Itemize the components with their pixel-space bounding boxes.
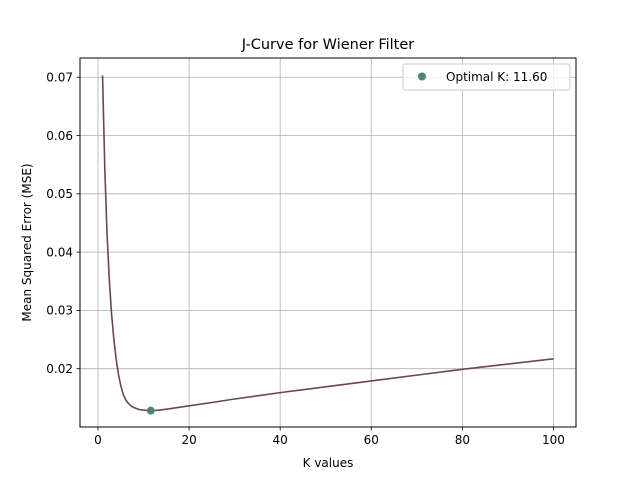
x-tick-label: 0	[94, 433, 102, 447]
ticks: 0 20 40 60 80 100 0.02 0.03 0.04 0.05 0.06 0.07	[46, 71, 565, 447]
x-axis-label: K values	[303, 456, 354, 470]
plot-frame	[79, 57, 577, 428]
y-tick-label: 0.05	[46, 187, 73, 201]
legend-label-optimal-k: Optimal K: 11.60	[446, 70, 547, 84]
series-layer	[101, 75, 554, 415]
y-tick-label: 0.02	[46, 362, 73, 376]
x-tick-label: 20	[181, 433, 196, 447]
optimal-k-point	[146, 406, 155, 415]
legend: Optimal K: 11.60	[402, 63, 571, 91]
x-tick-label: 60	[364, 433, 379, 447]
y-tick-label: 0.06	[46, 129, 73, 143]
x-tick-label: 100	[542, 433, 565, 447]
y-tick-label: 0.04	[46, 245, 73, 259]
legend-box	[402, 63, 571, 91]
x-tick-label: 80	[455, 433, 470, 447]
x-tick-label: 40	[273, 433, 288, 447]
legend-marker-optimal-k	[418, 72, 426, 81]
chart-title: J-Curve for Wiener Filter	[241, 37, 415, 53]
grid	[80, 58, 576, 427]
series-line-mse	[101, 75, 554, 412]
y-tick-label: 0.07	[46, 71, 73, 85]
y-tick-label: 0.03	[46, 304, 73, 318]
y-axis-label: Mean Squared Error (MSE)	[20, 163, 34, 321]
